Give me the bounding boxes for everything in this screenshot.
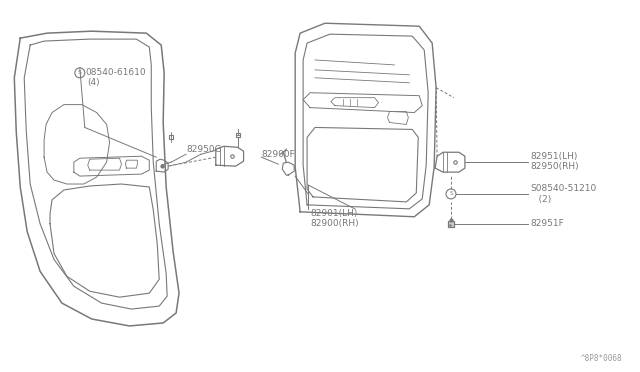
Text: 82950(RH): 82950(RH)	[531, 162, 579, 171]
Text: 82951F: 82951F	[531, 219, 564, 228]
Text: 08540-61610: 08540-61610	[86, 68, 147, 77]
Text: S08540-51210
   (2): S08540-51210 (2)	[531, 184, 596, 203]
Text: S: S	[78, 70, 82, 76]
Text: ^8P8*0068: ^8P8*0068	[581, 354, 623, 363]
Text: 82950G: 82950G	[186, 145, 221, 154]
Text: (4): (4)	[88, 78, 100, 87]
Text: 82901(LH): 82901(LH)	[310, 209, 358, 218]
Text: S: S	[449, 192, 452, 196]
Text: 82900(RH): 82900(RH)	[310, 219, 358, 228]
Text: 82900F: 82900F	[262, 150, 295, 159]
Text: 82951(LH): 82951(LH)	[531, 152, 578, 161]
